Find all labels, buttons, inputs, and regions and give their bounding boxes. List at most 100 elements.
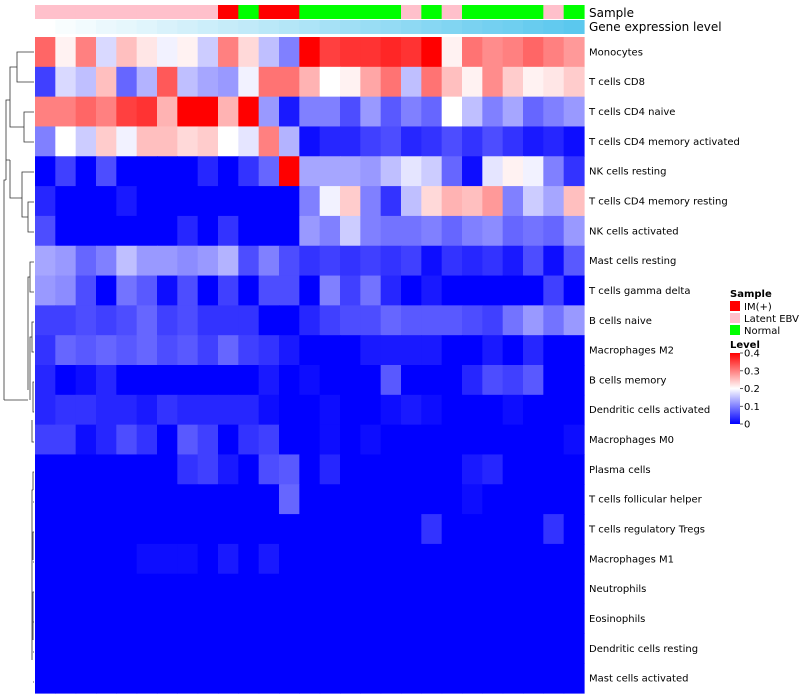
heatmap-cells xyxy=(35,37,585,694)
heatmap-cell xyxy=(35,514,56,545)
sample-annotation-cell xyxy=(238,5,260,19)
heatmap-cell xyxy=(279,454,300,485)
heatmap-cell xyxy=(177,514,199,545)
row-label: T cells gamma delta xyxy=(588,286,690,297)
heatmap-cell xyxy=(380,603,402,634)
heatmap-cell xyxy=(116,245,138,277)
heatmap-cell xyxy=(319,126,341,157)
expression-annotation-cell xyxy=(75,20,97,34)
heatmap-cell xyxy=(482,305,504,336)
heatmap-cell xyxy=(360,96,382,128)
heatmap-cell xyxy=(340,305,361,336)
heatmap-cell xyxy=(177,454,199,485)
level-legend-title: Level xyxy=(730,340,760,351)
expression-annotation-cell xyxy=(563,20,585,34)
heatmap-cell xyxy=(482,186,504,217)
heatmap-cell xyxy=(55,305,77,336)
heatmap-cell xyxy=(177,365,199,396)
heatmap-cell xyxy=(502,484,524,515)
heatmap-cell xyxy=(157,514,178,545)
heatmap-cell xyxy=(299,603,321,634)
heatmap-cell xyxy=(258,126,280,157)
heatmap-cell xyxy=(340,335,361,366)
heatmap-cell xyxy=(543,603,565,634)
heatmap-cell xyxy=(441,126,463,157)
heatmap-cell xyxy=(218,156,239,187)
expression-annotation-cell xyxy=(177,20,199,34)
heatmap-cell xyxy=(96,543,117,575)
row-label: Dendritic cells resting xyxy=(589,644,698,655)
heatmap-cell xyxy=(218,186,239,217)
heatmap-cell xyxy=(197,424,219,456)
heatmap-cell xyxy=(523,275,544,306)
heatmap-cell xyxy=(563,394,585,426)
heatmap-cell xyxy=(421,275,443,306)
heatmap-cell xyxy=(197,603,219,634)
heatmap-cell xyxy=(421,37,443,68)
heatmap-cell xyxy=(177,394,199,426)
heatmap-cell xyxy=(319,573,341,605)
heatmap-cell xyxy=(299,156,321,187)
heatmap-cell xyxy=(238,245,260,277)
heatmap-cell xyxy=(360,543,382,575)
heatmap-cell xyxy=(360,37,382,68)
heatmap-cell xyxy=(157,37,178,68)
heatmap-cell xyxy=(197,215,219,247)
heatmap-cell xyxy=(441,424,463,456)
heatmap-cell xyxy=(55,156,77,187)
heatmap-cell xyxy=(441,514,463,545)
heatmap-cell xyxy=(238,633,260,664)
heatmap-cell xyxy=(421,394,443,426)
heatmap-cell xyxy=(75,633,97,664)
heatmap-cell xyxy=(563,275,585,306)
heatmap-cell xyxy=(401,37,422,68)
heatmap-cell xyxy=(96,305,117,336)
heatmap-cell xyxy=(218,394,239,426)
heatmap-cell xyxy=(502,66,524,98)
row-label: B cells naive xyxy=(589,316,652,327)
heatmap-cell xyxy=(75,543,97,575)
heatmap-cell xyxy=(319,66,341,98)
heatmap-cell xyxy=(482,514,504,545)
heatmap-cell xyxy=(523,335,544,366)
heatmap-cell xyxy=(136,156,158,187)
heatmap-cell xyxy=(401,215,422,247)
heatmap-cell xyxy=(279,245,300,277)
heatmap-cell xyxy=(157,66,178,98)
expression-annotation-cell xyxy=(35,20,56,34)
heatmap-cell xyxy=(482,543,504,575)
heatmap-cell xyxy=(75,305,97,336)
heatmap-cell xyxy=(401,424,422,456)
dendrogram-branch xyxy=(23,111,34,143)
heatmap-cell xyxy=(421,126,443,157)
heatmap-cell xyxy=(441,484,463,515)
dendrogram-branch xyxy=(4,399,34,683)
heatmap-cell xyxy=(218,543,239,575)
heatmap-cell xyxy=(319,603,341,634)
heatmap-cell xyxy=(116,543,138,575)
heatmap-cell xyxy=(136,335,158,366)
level-tick-label: 0.2 xyxy=(744,384,760,395)
heatmap-cell xyxy=(502,186,524,217)
heatmap-cell xyxy=(299,37,321,68)
heatmap-cell xyxy=(35,603,56,634)
heatmap-cell xyxy=(136,126,158,157)
heatmap-cell xyxy=(380,543,402,575)
heatmap-cell xyxy=(441,335,463,366)
heatmap-cell xyxy=(543,215,565,247)
heatmap-cell xyxy=(197,484,219,515)
heatmap-cell xyxy=(177,186,199,217)
row-label: Mast cells resting xyxy=(589,256,676,267)
heatmap-cell xyxy=(35,663,56,694)
heatmap-cell xyxy=(116,514,138,545)
expression-annotation-cell xyxy=(238,20,260,34)
heatmap-cell xyxy=(177,96,199,128)
heatmap-cell xyxy=(543,484,565,515)
heatmap-cell xyxy=(319,543,341,575)
heatmap-cell xyxy=(279,275,300,306)
heatmap-cell xyxy=(360,66,382,98)
heatmap-cell xyxy=(197,66,219,98)
heatmap-cell xyxy=(116,186,138,217)
heatmap-cell xyxy=(279,96,300,128)
heatmap-cell xyxy=(462,663,483,694)
